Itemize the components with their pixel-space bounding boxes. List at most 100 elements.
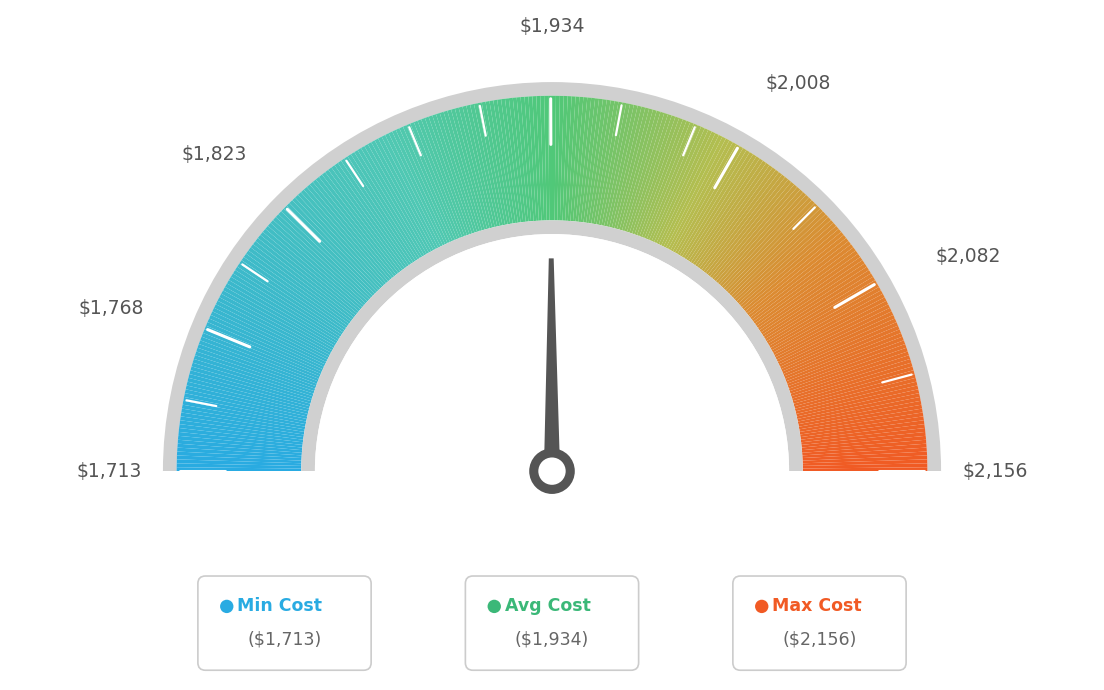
Wedge shape: [645, 122, 693, 239]
Wedge shape: [664, 135, 722, 248]
Wedge shape: [743, 229, 841, 311]
Text: ($2,156): ($2,156): [783, 631, 857, 649]
Wedge shape: [710, 179, 792, 278]
Wedge shape: [180, 420, 304, 440]
Wedge shape: [521, 97, 533, 221]
Wedge shape: [447, 110, 485, 230]
Wedge shape: [774, 297, 887, 357]
Wedge shape: [251, 244, 352, 322]
Wedge shape: [200, 337, 318, 384]
Wedge shape: [575, 97, 592, 221]
Wedge shape: [221, 290, 332, 353]
Wedge shape: [229, 277, 338, 344]
Circle shape: [755, 600, 768, 613]
Wedge shape: [769, 284, 879, 348]
Wedge shape: [253, 241, 354, 319]
Wedge shape: [493, 100, 516, 224]
Wedge shape: [779, 311, 893, 367]
Wedge shape: [766, 277, 875, 344]
Wedge shape: [735, 214, 828, 302]
Wedge shape: [439, 112, 479, 232]
Wedge shape: [177, 467, 301, 471]
Wedge shape: [802, 432, 926, 448]
Wedge shape: [212, 308, 326, 364]
Wedge shape: [781, 315, 895, 369]
Wedge shape: [223, 287, 333, 351]
Wedge shape: [691, 159, 763, 264]
Wedge shape: [287, 203, 376, 294]
Wedge shape: [300, 190, 386, 285]
Wedge shape: [614, 108, 649, 229]
Wedge shape: [190, 366, 311, 404]
Wedge shape: [248, 247, 351, 324]
Wedge shape: [753, 247, 856, 324]
Text: $2,082: $2,082: [935, 247, 1000, 266]
Wedge shape: [524, 97, 537, 221]
Wedge shape: [258, 235, 357, 315]
Wedge shape: [182, 404, 305, 429]
Wedge shape: [425, 117, 469, 235]
Wedge shape: [763, 267, 869, 337]
Wedge shape: [293, 197, 381, 290]
Wedge shape: [740, 223, 836, 307]
Wedge shape: [489, 100, 512, 224]
Wedge shape: [728, 203, 817, 294]
Wedge shape: [177, 451, 301, 461]
Wedge shape: [783, 326, 900, 376]
Wedge shape: [775, 301, 889, 359]
Wedge shape: [298, 193, 384, 286]
Wedge shape: [403, 125, 455, 241]
Wedge shape: [421, 118, 467, 236]
Wedge shape: [341, 159, 413, 264]
Wedge shape: [406, 124, 457, 240]
Wedge shape: [799, 404, 922, 429]
Wedge shape: [486, 101, 510, 224]
Circle shape: [529, 448, 575, 494]
Wedge shape: [793, 366, 914, 404]
Bar: [163, 471, 941, 623]
Wedge shape: [563, 96, 572, 221]
Wedge shape: [803, 448, 927, 458]
Wedge shape: [771, 287, 881, 351]
Wedge shape: [799, 413, 923, 435]
Wedge shape: [586, 99, 607, 223]
Wedge shape: [565, 97, 575, 221]
Wedge shape: [304, 187, 389, 283]
FancyBboxPatch shape: [198, 576, 371, 670]
Wedge shape: [242, 257, 346, 331]
Wedge shape: [701, 170, 779, 271]
Wedge shape: [180, 416, 304, 437]
Wedge shape: [684, 152, 753, 259]
Wedge shape: [322, 172, 401, 273]
Wedge shape: [211, 311, 325, 367]
Wedge shape: [428, 115, 473, 235]
Wedge shape: [246, 250, 349, 326]
Wedge shape: [191, 363, 312, 401]
Wedge shape: [794, 374, 915, 408]
Wedge shape: [800, 424, 925, 442]
Wedge shape: [295, 195, 382, 288]
Wedge shape: [358, 148, 424, 257]
Text: $2,008: $2,008: [765, 75, 831, 93]
Wedge shape: [178, 432, 302, 448]
Wedge shape: [654, 128, 709, 243]
Wedge shape: [789, 351, 909, 394]
Wedge shape: [747, 235, 846, 315]
Wedge shape: [705, 175, 785, 275]
Wedge shape: [282, 208, 373, 297]
Wedge shape: [378, 137, 438, 249]
Wedge shape: [433, 114, 475, 233]
Wedge shape: [752, 244, 853, 322]
Wedge shape: [276, 214, 369, 302]
Wedge shape: [316, 177, 396, 276]
Wedge shape: [481, 101, 508, 225]
Wedge shape: [790, 355, 910, 396]
Text: $1,768: $1,768: [78, 299, 144, 317]
Text: $1,934: $1,934: [519, 17, 585, 37]
Wedge shape: [240, 260, 344, 333]
Wedge shape: [470, 104, 500, 226]
Wedge shape: [787, 340, 905, 386]
Wedge shape: [178, 444, 301, 455]
Wedge shape: [567, 97, 580, 221]
Wedge shape: [458, 106, 492, 228]
